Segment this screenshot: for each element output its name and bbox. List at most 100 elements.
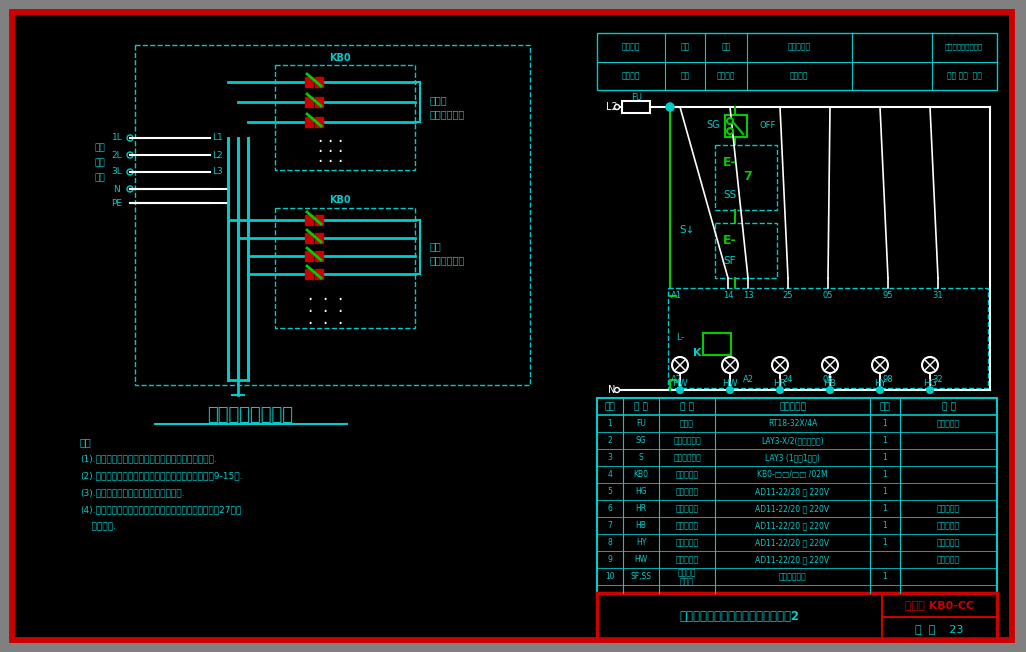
Text: L3: L3 <box>212 168 223 177</box>
Bar <box>315 251 323 261</box>
Text: AD11-22/20 ～ 220V: AD11-22/20 ～ 220V <box>755 555 830 564</box>
Text: 1: 1 <box>882 538 887 547</box>
Text: ·: · <box>308 315 313 333</box>
Circle shape <box>667 104 673 110</box>
Bar <box>305 117 313 127</box>
Text: 1L: 1L <box>112 134 122 143</box>
Text: 照明配电箱系统图: 照明配电箱系统图 <box>207 406 293 424</box>
Text: 25: 25 <box>783 291 793 301</box>
Text: 图集号 KB0-CC: 图集号 KB0-CC <box>905 600 974 610</box>
Text: 工程设计决定: 工程设计决定 <box>779 572 806 581</box>
Text: A2: A2 <box>671 376 681 385</box>
Text: 9: 9 <box>607 555 613 564</box>
Text: 3L: 3L <box>112 168 122 177</box>
Text: HW: HW <box>722 379 738 387</box>
Bar <box>597 593 997 640</box>
Text: 98: 98 <box>882 376 894 385</box>
Text: AD11-22/20 ～ 220V: AD11-22/20 ～ 220V <box>755 504 830 513</box>
Text: 泛光: 泛光 <box>430 241 442 251</box>
Text: ·: · <box>338 303 343 321</box>
Circle shape <box>827 387 833 393</box>
Text: 1: 1 <box>882 504 887 513</box>
Text: OFF: OFF <box>760 121 777 130</box>
Text: 白色信号灯: 白色信号灯 <box>675 555 699 564</box>
Text: SF,SS: SF,SS <box>631 572 652 581</box>
Text: 1: 1 <box>882 487 887 496</box>
Bar <box>597 398 997 593</box>
Bar <box>135 45 530 385</box>
Text: 13: 13 <box>743 291 753 301</box>
Text: 按需要增减: 按需要增减 <box>937 538 960 547</box>
Text: LAY3-X/2(三位旋位式): LAY3-X/2(三位旋位式) <box>761 436 824 445</box>
Bar <box>622 101 650 113</box>
Text: HB: HB <box>824 379 836 387</box>
Bar <box>703 333 731 355</box>
Text: 控制保护器: 控制保护器 <box>675 470 699 479</box>
Text: 数量: 数量 <box>879 402 891 411</box>
Bar <box>305 251 313 261</box>
Text: FU: FU <box>636 419 646 428</box>
Text: 1: 1 <box>882 453 887 462</box>
Text: 照明灯具出线: 照明灯具出线 <box>430 255 465 265</box>
Text: 二次回路: 二次回路 <box>622 42 640 52</box>
Text: ·: · <box>338 291 343 309</box>
Text: 7: 7 <box>607 521 613 530</box>
Text: 带熔断指示: 带熔断指示 <box>937 419 960 428</box>
Text: 版别 改版  停止: 版别 改版 停止 <box>947 72 982 80</box>
Circle shape <box>822 357 838 373</box>
Text: PE: PE <box>112 198 122 207</box>
Text: (4).当照明回路需要消防联动切断功能时，详见本图集第27页控: (4).当照明回路需要消防联动切断功能时，详见本图集第27页控 <box>80 505 241 514</box>
Text: ·: · <box>317 153 322 171</box>
Text: 制电路图.: 制电路图. <box>80 522 116 531</box>
Text: 符 号: 符 号 <box>634 402 648 411</box>
Text: 7: 7 <box>743 171 752 183</box>
Circle shape <box>127 186 133 192</box>
Text: 照明: 照明 <box>94 143 106 153</box>
Text: SF: SF <box>723 256 736 266</box>
Bar <box>597 33 997 90</box>
Text: 3: 3 <box>607 453 613 462</box>
Text: 4: 4 <box>607 470 613 479</box>
Bar <box>275 65 415 170</box>
Circle shape <box>677 387 683 393</box>
Bar <box>315 215 323 225</box>
Circle shape <box>777 387 783 393</box>
Text: HG: HG <box>635 487 646 496</box>
Text: 95: 95 <box>882 291 894 301</box>
Text: A1: A1 <box>671 291 681 301</box>
Text: LAY3 (1常开1常闭): LAY3 (1常开1常闭) <box>765 453 820 462</box>
Text: KB0-□□/□□ /02M: KB0-□□/□□ /02M <box>757 470 828 479</box>
Text: 05: 05 <box>823 291 833 301</box>
Text: L1: L1 <box>212 134 223 143</box>
Text: 黄色信号灯: 黄色信号灯 <box>675 538 699 547</box>
Bar <box>275 208 415 328</box>
Text: 熔断器: 熔断器 <box>680 419 694 428</box>
Text: HB: HB <box>635 521 646 530</box>
Bar <box>725 115 747 137</box>
Text: 按需要增减: 按需要增减 <box>937 504 960 513</box>
Text: 10: 10 <box>605 572 615 581</box>
Text: 电源: 电源 <box>94 158 106 168</box>
Text: 型号及规格: 型号及规格 <box>779 402 806 411</box>
Text: 注：: 注： <box>80 437 91 447</box>
Text: 08: 08 <box>823 376 833 385</box>
Text: ·: · <box>308 303 313 321</box>
Text: N: N <box>608 385 616 395</box>
Text: A2: A2 <box>743 376 753 385</box>
Text: ·: · <box>308 291 313 309</box>
Text: 照明回路电源接通与切断控制电路图2: 照明回路电源接通与切断控制电路图2 <box>679 610 799 623</box>
Text: ·: · <box>322 303 327 321</box>
Circle shape <box>127 169 133 175</box>
Text: HY: HY <box>874 379 886 387</box>
Text: S↓: S↓ <box>679 225 695 235</box>
Text: E-: E- <box>723 156 737 170</box>
Bar <box>715 145 777 210</box>
Text: ·: · <box>327 153 332 171</box>
Circle shape <box>877 387 883 393</box>
Text: 旋钮位置开关: 旋钮位置开关 <box>673 436 701 445</box>
Text: 信号: 信号 <box>680 72 689 80</box>
Text: ·: · <box>338 153 343 171</box>
Circle shape <box>672 357 688 373</box>
Text: AD11-22/20 ～ 220V: AD11-22/20 ～ 220V <box>755 521 830 530</box>
Bar <box>305 269 313 279</box>
